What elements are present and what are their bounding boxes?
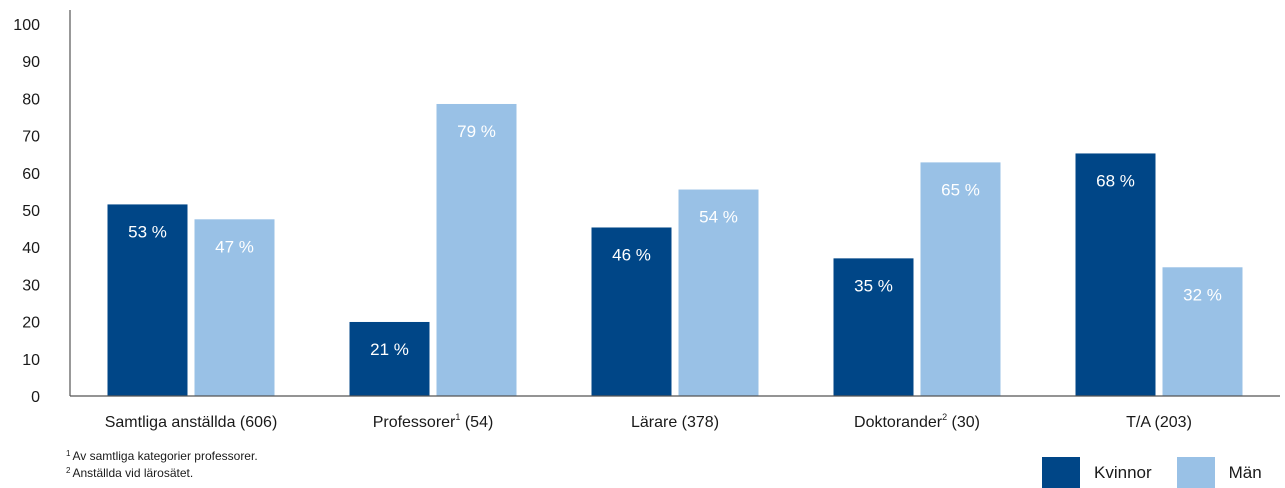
y-tick-label: 50	[22, 203, 40, 220]
footnote-mark: 1	[66, 449, 71, 458]
x-category-label: Lärare (378)	[631, 414, 719, 431]
y-axis-ticks: 0 10 20 30 40 50 60 70 80 90 100	[13, 17, 40, 406]
y-tick-label: 0	[31, 389, 40, 406]
bar-man	[920, 162, 1001, 396]
x-category-label: Professorer1 (54)	[373, 412, 494, 431]
bar-man	[1162, 267, 1243, 396]
bar-value-label: 46 %	[612, 245, 651, 264]
bar-value-label: 54 %	[699, 208, 738, 227]
footnote-2: 2 Anställda vid lärosätet.	[66, 465, 258, 482]
bar-chart: 0 10 20 30 40 50 60 70 80 90 100 53 % 47 % 21 % 79 % 4…	[13, 10, 1280, 431]
bar-value-label: 68 %	[1096, 171, 1135, 190]
y-tick-label: 100	[13, 17, 40, 34]
bar-value-label: 21 %	[370, 340, 409, 359]
y-tick-label: 70	[22, 129, 40, 146]
footnote-text: Anställda vid lärosätet.	[72, 466, 194, 480]
legend-item-kvinnor: Kvinnor	[1042, 457, 1152, 488]
bar-value-labels: 53 % 47 % 21 % 79 % 46 % 54 % 35 % 65 % 68 % 32 %	[128, 122, 1222, 359]
y-tick-label: 20	[22, 315, 40, 332]
bar-kvinnor	[591, 227, 672, 396]
footnote-text: Av samtliga kategorier professorer.	[72, 449, 258, 463]
legend-label-man: Män	[1228, 462, 1262, 482]
x-category-label: T/A (203)	[1126, 414, 1192, 431]
x-category-label: Samtliga anställda (606)	[105, 414, 278, 431]
bar-kvinnor	[1075, 153, 1156, 396]
bar-value-label: 32 %	[1183, 285, 1222, 304]
bar-kvinnor	[349, 321, 430, 396]
legend-swatch-kvinnor	[1042, 457, 1080, 488]
bar-kvinnor	[833, 258, 914, 396]
y-tick-label: 90	[22, 54, 40, 71]
y-tick-label: 30	[22, 277, 40, 294]
y-tick-label: 10	[22, 352, 40, 369]
bar-value-label: 79 %	[457, 122, 496, 141]
bar-man	[194, 219, 275, 396]
footnotes: 1 Av samtliga kategorier professorer. 2 An…	[66, 448, 258, 482]
bar-value-label: 65 %	[941, 180, 980, 199]
legend-item-man: Män	[1176, 457, 1262, 488]
bar-value-label: 47 %	[215, 237, 254, 256]
bar-man	[678, 189, 759, 396]
x-category-label: Doktorander2 (30)	[854, 412, 980, 431]
legend-label-kvinnor: Kvinnor	[1094, 462, 1152, 482]
footnote-1: 1 Av samtliga kategorier professorer.	[66, 448, 258, 465]
y-tick-label: 40	[22, 240, 40, 257]
x-axis-category-labels: Samtliga anställda (606) Professorer1 (54…	[105, 412, 1192, 431]
legend-swatch-man	[1176, 457, 1215, 488]
bar-value-label: 35 %	[854, 276, 893, 295]
bar-man	[436, 103, 517, 396]
y-tick-label: 60	[22, 166, 40, 183]
bar-kvinnor	[107, 204, 188, 396]
bar-value-label: 53 %	[128, 222, 167, 241]
footnote-mark: 2	[66, 466, 71, 475]
y-tick-label: 80	[22, 91, 40, 108]
legend: Kvinnor Män	[1042, 457, 1262, 488]
bars	[107, 103, 1243, 396]
